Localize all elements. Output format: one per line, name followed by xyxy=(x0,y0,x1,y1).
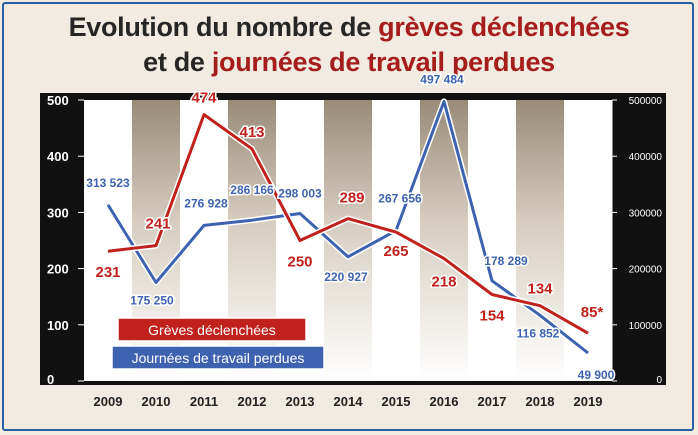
series-line-greves xyxy=(107,113,589,335)
left-axis-tick-label: 0 xyxy=(47,372,54,387)
data-label-journees: 175 250 xyxy=(130,294,174,308)
x-axis-label-2012: 2012 xyxy=(238,394,267,409)
x-axis-label-2019: 2019 xyxy=(574,394,603,409)
data-label-journees: 49 900 xyxy=(578,368,615,382)
right-axis-tick-label: 300000 xyxy=(629,208,663,219)
title-line2-prefix: et de xyxy=(143,47,212,77)
data-label-journees: 220 927 xyxy=(324,270,368,284)
x-axis-label-2016: 2016 xyxy=(430,394,459,409)
data-label-greves: 231 xyxy=(95,264,120,281)
right-axis-tick-label: 200000 xyxy=(629,265,663,276)
x-axis-label-2013: 2013 xyxy=(286,394,315,409)
right-axis-tick-label: 500000 xyxy=(629,96,663,107)
data-label-greves: 241 xyxy=(145,216,170,233)
data-label-greves: 218 xyxy=(431,273,456,290)
data-label-journees: 267 656 xyxy=(378,192,422,206)
outer-frame xyxy=(2,2,694,431)
data-label-greves: 265 xyxy=(383,243,408,260)
title-line2-highlight: journées de travail perdues xyxy=(211,47,555,77)
plot-column-2017 xyxy=(468,100,517,381)
data-label-greves: 289 xyxy=(339,190,364,207)
data-label-greves: 134 xyxy=(527,281,553,298)
left-axis-tick-label: 200 xyxy=(47,262,69,277)
title-line1-prefix: Evolution du nombre de xyxy=(68,12,379,42)
legend-item-greves xyxy=(117,317,307,342)
right-axis-tick-label: 100000 xyxy=(629,321,663,332)
data-label-greves: 154 xyxy=(479,307,505,324)
left-axis-tick-label: 300 xyxy=(47,205,69,220)
legend-item-journees xyxy=(111,345,325,370)
plot-column-2019 xyxy=(564,100,613,381)
left-axis-tick-label: 500 xyxy=(47,93,69,108)
series-line-journees xyxy=(106,99,589,355)
x-axis-label-2015: 2015 xyxy=(382,394,411,409)
x-axis-label-2011: 2011 xyxy=(190,394,218,409)
data-label-journees: 298 003 xyxy=(278,187,322,201)
x-axis-label-2014: 2014 xyxy=(334,394,364,409)
data-label-journees: 286 166 xyxy=(230,183,274,197)
data-label-journees: 178 289 xyxy=(484,254,528,268)
data-label-greves: 413 xyxy=(239,124,264,141)
plot-column-2018 xyxy=(516,100,565,381)
legend-item-journees-label: Journées de travail perdues xyxy=(132,350,305,366)
data-label-journees: 116 852 xyxy=(517,326,560,340)
data-label-greves: 474 xyxy=(191,90,217,107)
data-label-journees: 497 484 xyxy=(420,72,464,86)
right-axis-tick-label: 400000 xyxy=(629,152,663,163)
right-axis-tick-label: 0 xyxy=(656,375,662,386)
chart-title-line2: et de journées de travail perdues xyxy=(0,47,698,77)
chart-title-line1: Evolution du nombre de grèves déclenchée… xyxy=(0,12,698,42)
x-axis-label-2009: 2009 xyxy=(94,394,123,409)
data-label-greves: 85* xyxy=(581,304,604,321)
left-axis-tick-label: 100 xyxy=(47,318,69,333)
title-line1-highlight: grèves déclenchées xyxy=(378,12,630,42)
legend-item-greves-label: Grèves déclenchées xyxy=(148,322,276,338)
x-axis-label-2010: 2010 xyxy=(142,394,171,409)
data-label-journees: 276 928 xyxy=(184,196,228,210)
x-axis-label-2017: 2017 xyxy=(478,394,507,409)
data-label-greves: 250 xyxy=(287,254,312,271)
data-label-journees: 313 523 xyxy=(86,176,130,190)
x-axis-label-2018: 2018 xyxy=(526,394,555,409)
left-axis-tick-label: 400 xyxy=(47,149,69,164)
